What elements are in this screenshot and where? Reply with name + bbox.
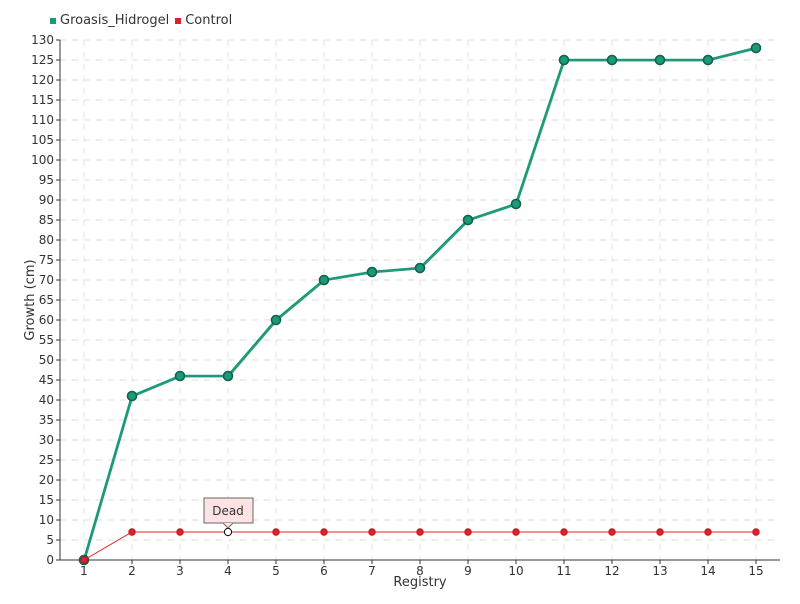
x-axis-title: Registry bbox=[393, 575, 447, 590]
x-tick-label: 4 bbox=[224, 564, 232, 578]
y-tick-label: 80 bbox=[39, 233, 54, 247]
legend: Groasis_Hidrogel Control bbox=[50, 13, 232, 29]
y-tick-label: 45 bbox=[39, 373, 54, 387]
x-tick-label: 7 bbox=[368, 564, 376, 578]
y-tick-label: 130 bbox=[31, 33, 54, 47]
y-tick-label: 70 bbox=[39, 273, 54, 287]
x-tick-label: 13 bbox=[652, 564, 667, 578]
annotation-layer: Dead bbox=[203, 497, 254, 537]
data-point-control bbox=[272, 528, 280, 536]
x-tick-label: 8 bbox=[416, 564, 424, 578]
series-layer bbox=[78, 42, 762, 566]
x-tick-label: 6 bbox=[320, 564, 328, 578]
y-tick-label: 120 bbox=[31, 73, 54, 87]
series-line-shadow-groasis-hidrogel bbox=[84, 48, 758, 562]
grid-layer bbox=[60, 39, 780, 561]
y-tick-label: 10 bbox=[39, 513, 54, 527]
y-tick-label: 40 bbox=[39, 393, 54, 407]
x-tick-label: 15 bbox=[748, 564, 763, 578]
data-point-control bbox=[176, 528, 184, 536]
x-tick-label: 10 bbox=[508, 564, 523, 578]
data-point-control bbox=[512, 528, 520, 536]
data-point-groasis-hidrogel bbox=[462, 214, 474, 226]
y-tick-label: 60 bbox=[39, 313, 54, 327]
data-point-groasis-hidrogel bbox=[558, 54, 570, 66]
annotation-label: Dead bbox=[212, 504, 244, 518]
y-tick-label: 5 bbox=[46, 533, 54, 547]
legend-swatch-groasis-hidrogel bbox=[50, 18, 56, 24]
data-point-groasis-hidrogel bbox=[270, 314, 282, 326]
x-tick-label: 12 bbox=[604, 564, 619, 578]
data-point-control bbox=[608, 528, 616, 536]
y-tick-label: 125 bbox=[31, 53, 54, 67]
data-point-control bbox=[416, 528, 424, 536]
x-tick-label: 1 bbox=[80, 564, 88, 578]
data-point-groasis-hidrogel bbox=[510, 198, 522, 210]
y-tick-label: 95 bbox=[39, 173, 54, 187]
data-point-control bbox=[80, 556, 88, 564]
legend-label-groasis-hidrogel: Groasis_Hidrogel bbox=[60, 13, 170, 28]
x-tick-label: 9 bbox=[464, 564, 472, 578]
y-tick-label: 115 bbox=[31, 93, 54, 107]
y-tick-label: 75 bbox=[39, 253, 54, 267]
data-point-groasis-hidrogel bbox=[654, 54, 666, 66]
y-tick-label: 110 bbox=[31, 113, 54, 127]
legend-label-control: Control bbox=[185, 13, 233, 28]
legend-swatch-control bbox=[175, 18, 182, 24]
data-point-control bbox=[656, 528, 664, 536]
data-point-groasis-hidrogel bbox=[702, 54, 714, 66]
x-tick-label: 11 bbox=[556, 564, 571, 578]
y-tick-label: 55 bbox=[39, 333, 54, 347]
data-point-groasis-hidrogel bbox=[414, 262, 426, 274]
x-tick-label: 5 bbox=[272, 564, 280, 578]
y-axis-title: Growth (cm) bbox=[23, 259, 38, 340]
annotation-box bbox=[203, 497, 254, 524]
y-tick-label: 0 bbox=[46, 553, 54, 567]
data-point-control bbox=[128, 528, 136, 536]
data-point-groasis-hidrogel bbox=[174, 370, 186, 382]
data-point-control bbox=[320, 528, 328, 536]
data-point-groasis-hidrogel bbox=[750, 42, 762, 54]
y-tick-label: 30 bbox=[39, 433, 54, 447]
y-tick-label: 105 bbox=[31, 133, 54, 147]
annotation-dead: Dead bbox=[203, 497, 254, 529]
y-tick-label: 25 bbox=[39, 453, 54, 467]
data-point-groasis-hidrogel bbox=[222, 370, 234, 382]
axes-layer: 0510152025303540455055606570758085909510… bbox=[31, 33, 780, 578]
y-tick-label: 35 bbox=[39, 413, 54, 427]
data-point-control bbox=[464, 528, 472, 536]
y-tick-label: 65 bbox=[39, 293, 54, 307]
x-tick-label: 2 bbox=[128, 564, 136, 578]
data-point-groasis-hidrogel bbox=[366, 266, 378, 278]
annotation-pointer bbox=[222, 522, 234, 529]
y-tick-label: 20 bbox=[39, 473, 54, 487]
data-point-groasis-hidrogel bbox=[606, 54, 618, 66]
data-point-control bbox=[560, 528, 568, 536]
data-point-control bbox=[752, 528, 760, 536]
legend-item-groasis-hidrogel: Groasis_Hidrogel bbox=[50, 13, 169, 29]
y-tick-label: 15 bbox=[39, 493, 54, 507]
y-tick-label: 90 bbox=[39, 193, 54, 207]
x-tick-label: 14 bbox=[700, 564, 715, 578]
data-point-groasis-hidrogel bbox=[126, 390, 138, 402]
data-point-control bbox=[704, 528, 712, 536]
y-tick-label: 85 bbox=[39, 213, 54, 227]
x-tick-label: 3 bbox=[176, 564, 184, 578]
annotated-point-control bbox=[223, 527, 233, 537]
data-point-control bbox=[368, 528, 376, 536]
y-tick-label: 50 bbox=[39, 353, 54, 367]
data-point-groasis-hidrogel bbox=[318, 274, 330, 286]
legend-item-control: Control bbox=[175, 13, 232, 29]
y-tick-label: 100 bbox=[31, 153, 54, 167]
